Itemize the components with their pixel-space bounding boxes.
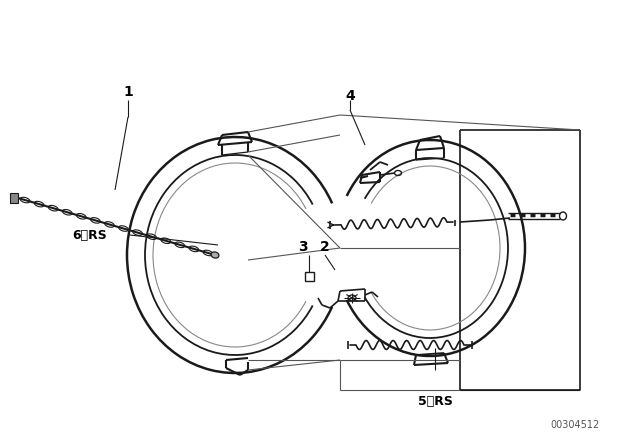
Ellipse shape [211, 252, 219, 258]
Bar [10, 193, 18, 203]
Text: 6－RS: 6－RS [72, 228, 107, 241]
Text: 3: 3 [298, 240, 308, 254]
Text: 2: 2 [320, 240, 330, 254]
Text: 00304512: 00304512 [550, 420, 600, 430]
Text: 4: 4 [345, 89, 355, 103]
Text: 1: 1 [123, 85, 133, 99]
Text: 5－RS: 5－RS [417, 395, 452, 408]
Bar [305, 272, 314, 281]
